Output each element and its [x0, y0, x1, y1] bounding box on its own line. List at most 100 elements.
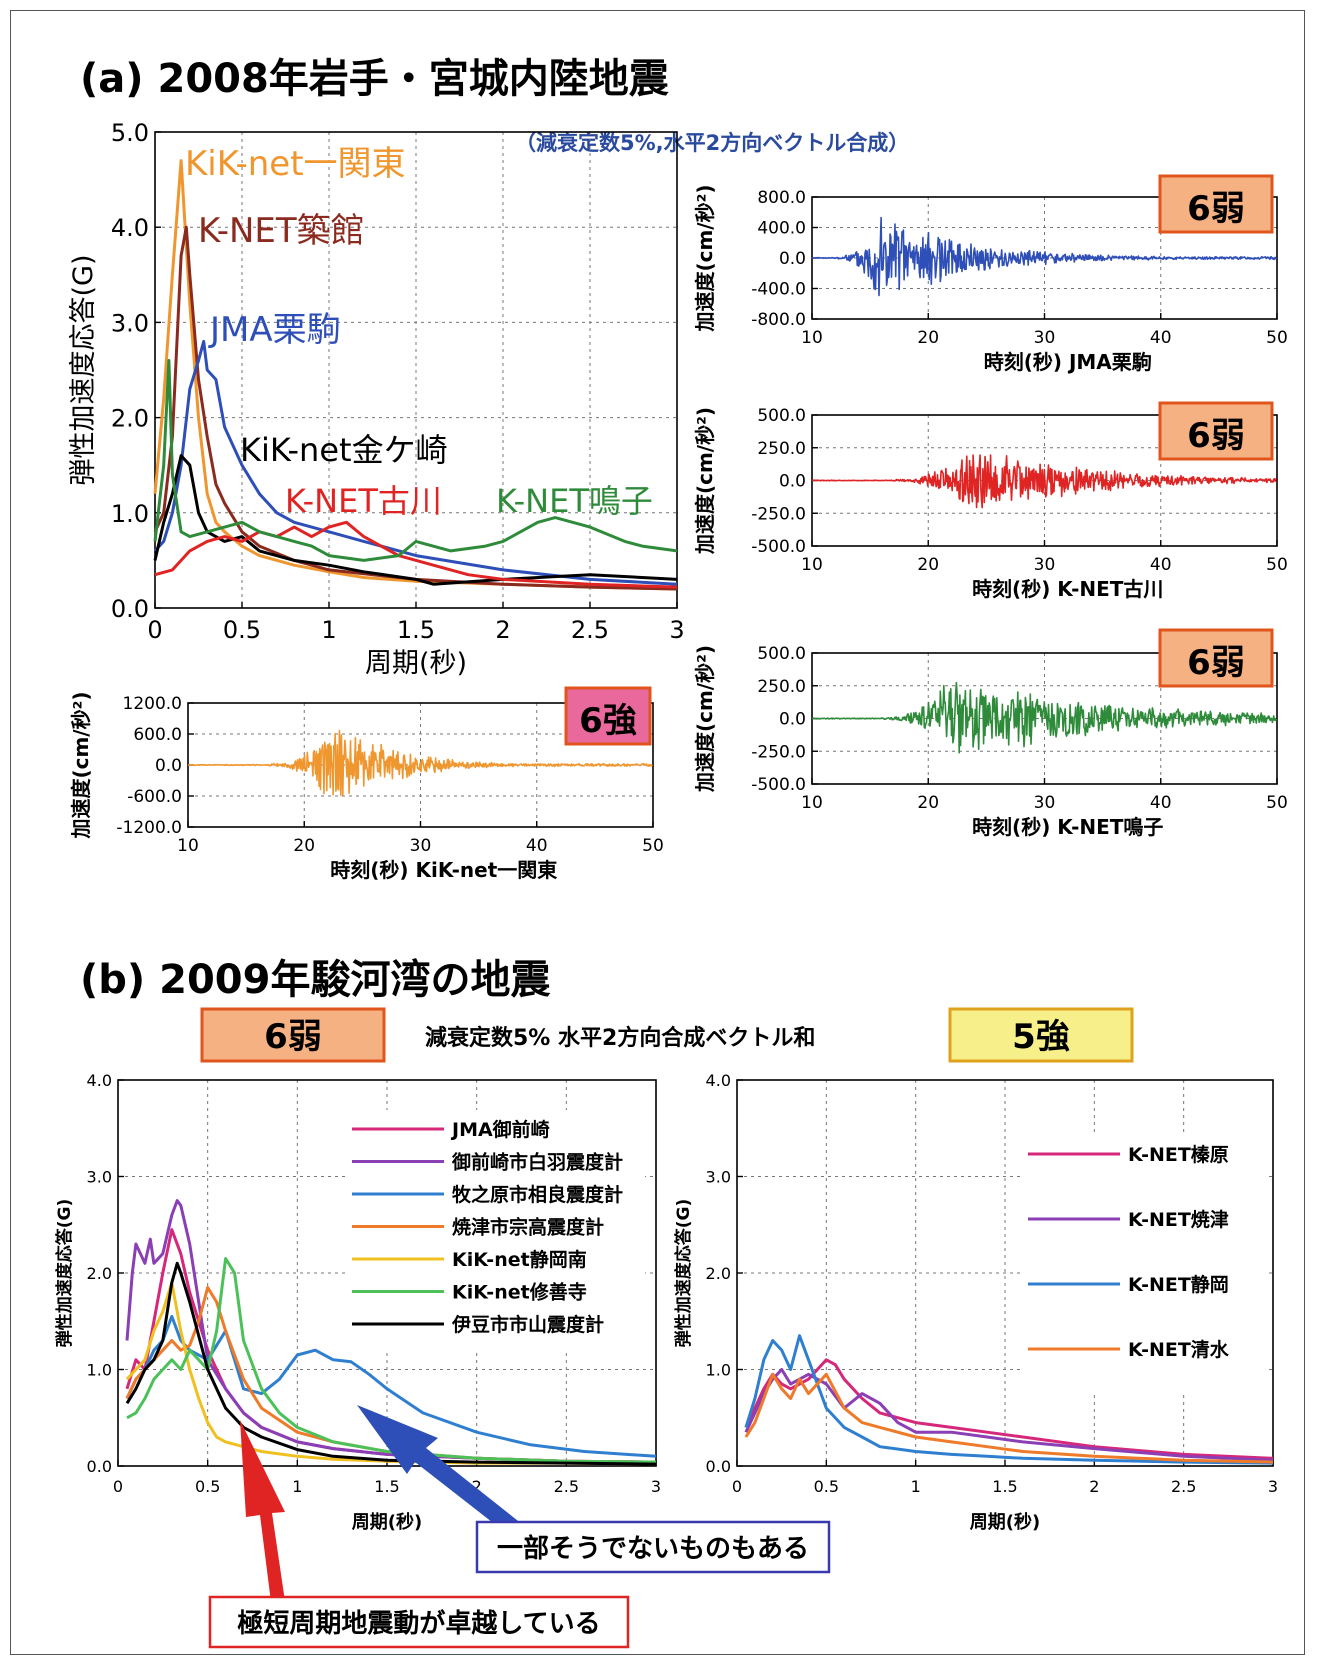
- legend-label: K-NET静岡: [1128, 1273, 1229, 1296]
- y-tick-label: 2.0: [111, 405, 149, 433]
- waveform-trace: [187, 729, 653, 797]
- chart-a-response-spectra: 0 0.5 1 1.5 2 2.5 3 0.0 1.0 2.0 3.0 4.0 5.0 周期(秒) 弾性加速…: [68, 119, 685, 679]
- annotation-red: 極短周期地震動が卓越している: [208, 1420, 630, 1649]
- y-tick-label: 0.0: [779, 472, 806, 492]
- red-annotation-text: 極短周期地震動が卓越している: [237, 1608, 600, 1639]
- y-tick-label: 0.0: [779, 710, 806, 730]
- y-axis-label: 加速度(cm/秒²): [693, 645, 717, 793]
- y-tick-label: 0.0: [87, 1457, 112, 1476]
- chart-a-waveform-naruko: 10 20 30 40 50 500.0 250.0 0.0 -250.0 -500.0 加速度(c…: [693, 628, 1288, 839]
- legend-label: KiK-net静岡南: [452, 1248, 587, 1271]
- spectrum-line: [153, 359, 678, 562]
- x-tick-label: 0.5: [195, 1477, 220, 1496]
- blue-annotation-box: [475, 1520, 831, 1574]
- intensity-badge-text: 6弱: [1187, 189, 1245, 229]
- y-tick-label: 1200.0: [123, 694, 182, 714]
- x-axis-caption: 時刻(秒) K-NET古川: [972, 577, 1163, 601]
- y-tick-label: 800.0: [757, 188, 806, 208]
- legend-label: 伊豆市市山震度計: [451, 1313, 604, 1336]
- x-tick-label: 40: [1150, 328, 1172, 348]
- spectrum-line: [744, 1372, 1274, 1464]
- chart-b-spectra-5upper: 0 0.5 1 1.5 2 2.5 3 0.0 1.0 2.0 3.0 4.0 周期(秒) 弾性加速度応答…: [673, 1071, 1278, 1533]
- y-tick-label: 4.0: [87, 1071, 112, 1090]
- waveform-trace: [811, 681, 1278, 754]
- y-tick-label: 250.0: [757, 439, 806, 459]
- chart-a-waveform-kurikoma: 10 20 30 40 50 800.0 400.0 0.0 -400.0 -800.0 加速度(c…: [693, 174, 1288, 374]
- y-axis-label: 加速度(cm/秒²): [693, 184, 717, 332]
- legend-label: KiK-net修善寺: [452, 1281, 587, 1304]
- intensity-badge: [1158, 401, 1274, 461]
- x-tick-label: 2.5: [571, 616, 609, 644]
- x-tick-label: 20: [293, 836, 315, 856]
- x-axis-label: 周期(秒): [365, 648, 467, 679]
- y-tick-label: 5.0: [111, 119, 149, 147]
- y-tick-label: 0.0: [155, 756, 182, 776]
- panel-a-title: (a) 2008年岩手・宮城内陸地震: [80, 56, 669, 102]
- x-tick-label: 1: [292, 1477, 302, 1496]
- intensity-badge: [564, 686, 652, 746]
- series-label: K-NET築館: [198, 211, 365, 251]
- x-tick-label: 10: [801, 328, 823, 348]
- blue-arrow-icon: [357, 1405, 527, 1540]
- waveform-trace: [811, 216, 1278, 297]
- y-tick-label: 4.0: [111, 214, 149, 242]
- y-tick-label: -1200.0: [116, 818, 182, 838]
- legend-label: 焼津市宗高震度計: [452, 1216, 604, 1239]
- annotation-blue: 一部そうでないものもある: [357, 1405, 831, 1574]
- intensity-badge-text: 6弱: [1187, 416, 1245, 456]
- y-tick-label: 500.0: [757, 406, 806, 426]
- x-tick-label: 10: [801, 555, 823, 575]
- waveform-trace: [811, 454, 1277, 509]
- y-tick-label: 3.0: [706, 1168, 731, 1187]
- x-tick-label: 2.5: [554, 1477, 579, 1496]
- spectrum-line: [154, 520, 678, 589]
- x-tick-label: 30: [1034, 555, 1056, 575]
- y-tick-label: 0.0: [706, 1457, 731, 1476]
- y-tick-label: 400.0: [757, 219, 806, 239]
- badge-5-upper-text: 5強: [1012, 1017, 1070, 1057]
- badge-5-upper: 5強: [948, 1007, 1134, 1063]
- x-tick-label: 40: [1150, 555, 1172, 575]
- legend-label: K-NET榛原: [1128, 1143, 1229, 1166]
- y-tick-label: 4.0: [706, 1071, 731, 1090]
- spectrum-line: [125, 1199, 657, 1464]
- y-axis-label: 弾性加速度応答(G): [673, 1199, 694, 1348]
- y-tick-label: 1.0: [87, 1361, 112, 1380]
- x-tick-label: 1.5: [992, 1477, 1017, 1496]
- spectrum-line: [153, 225, 678, 591]
- y-tick-label: 500.0: [757, 644, 806, 664]
- y-tick-label: -500.0: [751, 537, 806, 557]
- series-label: KiK-net金ケ崎: [240, 431, 448, 469]
- x-tick-label: 50: [642, 836, 664, 856]
- series-label: KiK-net一関東: [185, 144, 406, 184]
- y-tick-label: -250.0: [751, 742, 806, 762]
- y-tick-label: -250.0: [751, 504, 806, 524]
- x-tick-label: 40: [1150, 793, 1172, 813]
- blue-annotation-text: 一部そうでないものもある: [497, 1534, 809, 1564]
- x-tick-label: 20: [917, 793, 939, 813]
- spectrum-line: [153, 339, 678, 586]
- x-tick-label: 30: [410, 836, 432, 856]
- y-tick-label: -800.0: [751, 310, 806, 330]
- intensity-badge: [1158, 174, 1274, 234]
- legend-label: 牧之原市相良震度計: [452, 1183, 623, 1206]
- x-tick-label: 3: [1268, 1477, 1278, 1496]
- panel-a-note: （減衰定数5%,水平2方向ベクトル合成）: [515, 131, 909, 155]
- x-tick-label: 10: [177, 836, 199, 856]
- y-tick-label: -400.0: [751, 280, 806, 300]
- badge-6-lower-b: 6弱: [200, 1007, 386, 1063]
- x-tick-label: 50: [1266, 328, 1288, 348]
- x-tick-label: 3: [669, 616, 684, 644]
- series-label: K-NET鳴子: [496, 482, 653, 520]
- x-tick-label: 20: [917, 328, 939, 348]
- legend-box: [345, 1110, 645, 1350]
- x-tick-label: 0.5: [223, 616, 261, 644]
- y-tick-label: 2.0: [87, 1264, 112, 1283]
- x-tick-label: 1: [321, 616, 336, 644]
- x-tick-label: 50: [1266, 555, 1288, 575]
- red-annotation-box: [208, 1595, 630, 1649]
- y-axis-label: 加速度(cm/秒²): [69, 691, 93, 839]
- y-tick-label: 1.0: [706, 1361, 731, 1380]
- intensity-badge: [1158, 628, 1274, 688]
- x-axis-caption: 時刻(秒) K-NET鳴子: [972, 815, 1163, 839]
